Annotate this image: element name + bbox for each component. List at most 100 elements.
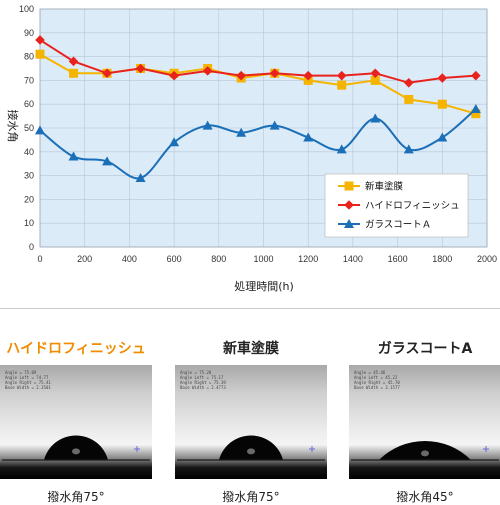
y-tick-label: 0 [29,242,34,252]
y-tick-label: 10 [24,218,34,228]
droplet-highlight [72,448,80,455]
data-point-series-2 [135,63,146,74]
y-tick-label: 70 [24,75,34,85]
legend-marker [344,219,354,228]
photo-caption: 撥水角75° [47,490,105,504]
data-point-series-1 [370,75,380,85]
droplet-highlight [421,450,429,457]
y-tick-label: 40 [24,147,34,157]
x-tick-label: 400 [122,254,137,264]
x-tick-label: 800 [211,254,226,264]
data-point-series-1 [404,94,414,104]
data-point-series-3 [35,125,45,135]
x-tick-label: 600 [167,254,182,264]
measurement-line: Angle Left = 74.77 [5,375,49,380]
droplet-icon [177,435,325,461]
data-point-series-2 [303,70,313,81]
water-droplet [44,435,108,460]
droplet-highlight [247,448,255,455]
y-tick-label: 60 [24,99,34,109]
measurement-readout: Angle = 75.28 Angle Left = 75.17 Angle Rig… [180,370,226,390]
data-point-series-2 [169,70,179,81]
crosshair-icon [483,446,489,452]
y-tick-label: 90 [24,28,34,38]
y-tick-label: 100 [19,4,34,14]
droplet-photo-panel: 新車塗膜 Angle = 75.28 Angle Left = 75.17 Angle… [175,338,327,505]
y-tick-label: 20 [24,194,34,204]
crosshair-icon [134,446,140,452]
y-tick-label: 50 [24,123,34,133]
measurement-line: Angle = 75.09 [5,370,37,375]
x-tick-label: 0 [37,254,42,264]
droplet-icon [2,435,150,461]
data-point-series-3 [403,144,414,154]
series-line-2 [39,39,476,84]
measurement-line: Base Width = 3.1577 [354,385,400,390]
measurement-readout: Angle = 45.46 Angle Left = 45.22 Angle Rig… [354,370,400,390]
data-point-series-2 [236,70,246,81]
x-tick-label: 200 [77,254,92,264]
data-point-series-3 [102,156,113,166]
data-point-series-2 [269,68,280,79]
measurement-line: Base Width = 2.3501 [5,385,51,390]
photo-caption: 撥水角75° [222,490,280,504]
x-tick-label: 1800 [432,254,452,264]
y-tick-label: 30 [24,171,34,181]
data-point-series-2 [336,70,347,81]
data-point-series-3 [370,113,381,123]
water-droplet [219,435,283,460]
data-point-series-2 [370,68,381,79]
x-tick-label: 1400 [343,254,363,264]
data-point-series-1 [437,99,447,109]
data-point-series-2 [35,35,45,45]
x-tick-label: 1200 [298,254,318,264]
data-point-series-2 [437,73,448,83]
data-point-series-3 [437,132,448,142]
data-point-series-1 [337,80,347,90]
data-point-series-3 [169,137,180,147]
measurement-line: Angle Left = 75.17 [180,375,224,380]
y-tick-label: 80 [24,52,34,62]
data-point-series-3 [135,172,146,182]
droplet-photo-panel: ハイドロフィニッシュ Angle = 75.09 Angle Left = 74.7… [0,338,152,505]
measurement-line: Angle Right = 75.41 [5,380,51,385]
droplet-photo: Angle = 75.28 Angle Left = 75.17 Angle Rig… [175,365,327,479]
droplet-icon [351,440,499,461]
photo-title: ガラスコートA [377,341,473,357]
data-point-series-3 [236,127,247,137]
data-point-series-3 [68,151,79,161]
data-point-series-3 [269,120,280,130]
y-axis-label: 接水角 [6,110,19,143]
data-point-series-3 [336,144,347,154]
measurement-line: Angle Left = 45.22 [354,375,398,380]
x-tick-label: 2000 [477,254,497,264]
droplet-photo: Angle = 45.46 Angle Left = 45.22 Angle Rig… [349,365,500,479]
droplet-photo: Angle = 75.09 Angle Left = 74.77 Angle Rig… [0,365,152,479]
data-point-series-1 [35,49,45,59]
measurement-line: Angle = 75.28 [180,370,212,375]
measurement-line: Base Width = 2.4773 [180,385,226,390]
data-point-series-3 [470,103,481,113]
data-point-series-3 [303,132,314,142]
section-divider [0,308,500,309]
legend-label: ハイドロフィニッシュ [365,201,460,212]
data-point-series-2 [202,66,213,76]
legend-label: ガラスコートＡ [365,220,431,231]
droplet-photo-panel: ガラスコートA Angle = 45.46 Angle Left = 45.22 An… [349,338,500,505]
data-point-series-2 [102,68,112,79]
legend-label: 新車塗膜 [365,181,404,193]
data-point-series-2 [68,56,79,67]
measurement-line: Angle Right = 45.70 [354,380,400,385]
measurement-readout: Angle = 75.09 Angle Left = 74.77 Angle Rig… [5,370,51,390]
measurement-line: Angle Right = 75.39 [180,380,226,385]
data-point-series-2 [471,70,481,81]
legend-marker [344,200,354,210]
measurement-line: Angle = 45.46 [354,370,386,375]
photo-caption: 撥水角45° [396,490,454,504]
data-point-series-3 [202,120,213,130]
data-point-series-1 [471,109,481,119]
photo-title: ハイドロフィニッシュ [6,341,146,357]
legend-marker [344,181,354,191]
